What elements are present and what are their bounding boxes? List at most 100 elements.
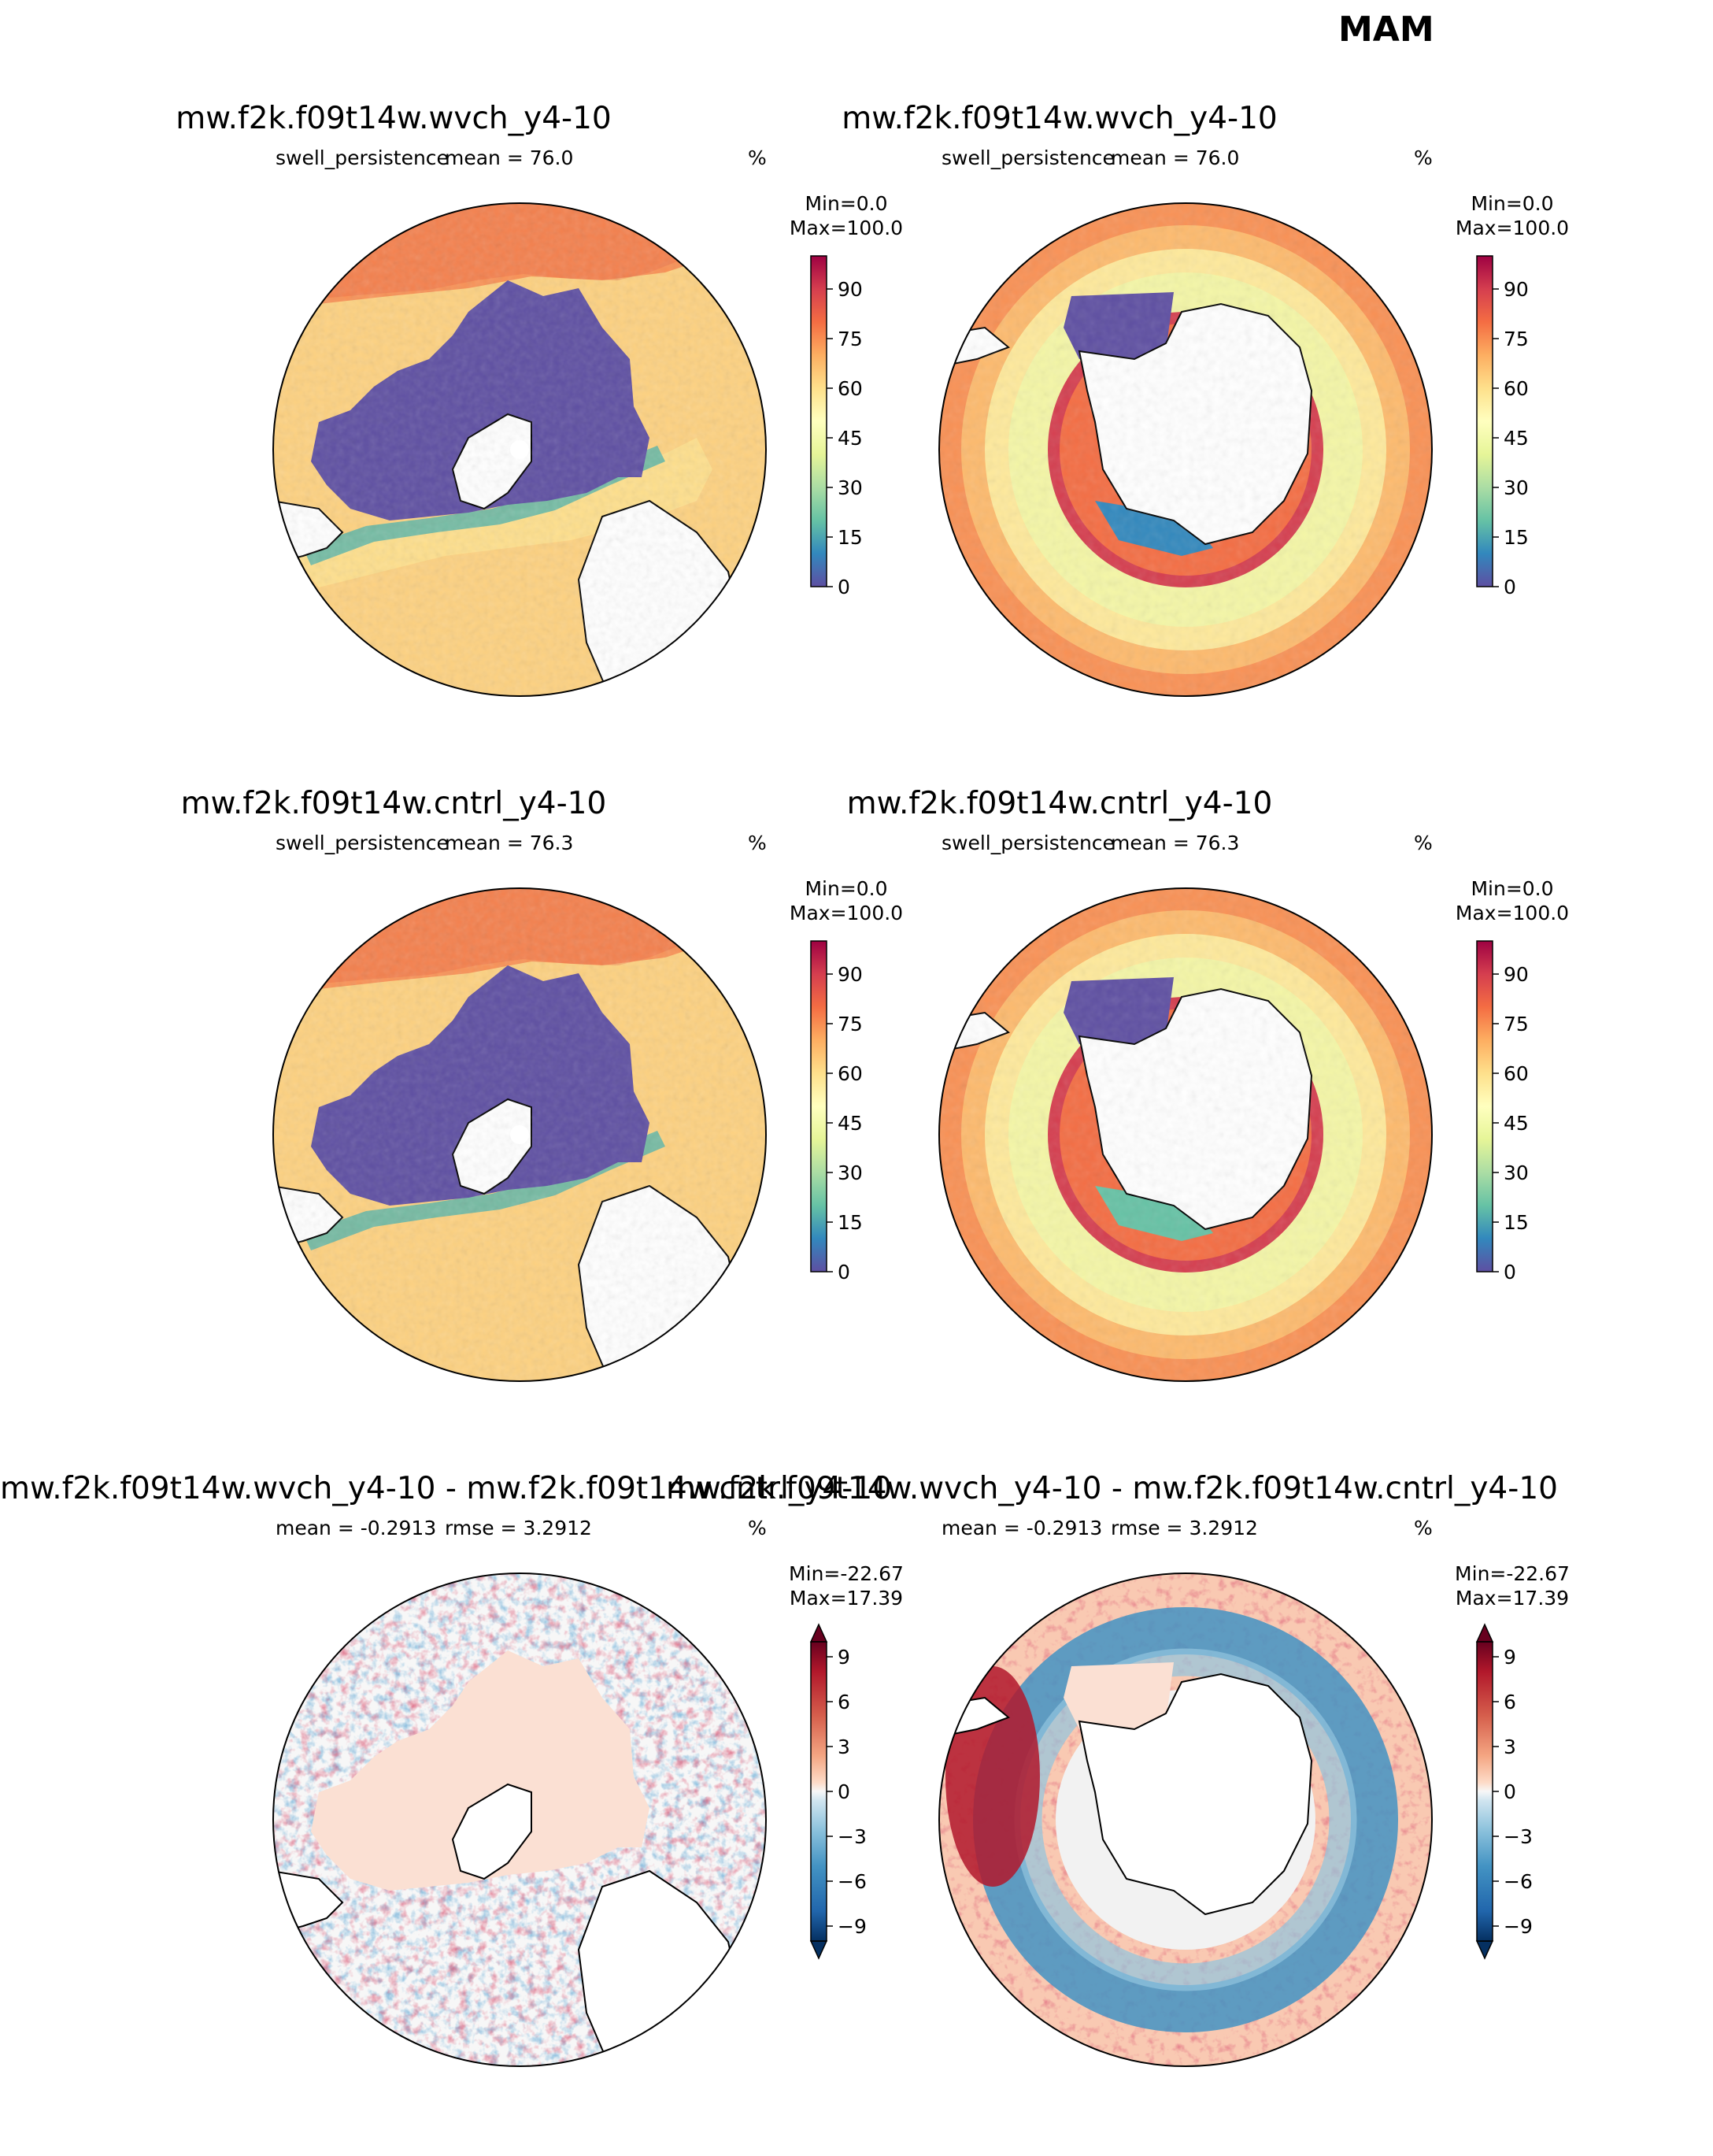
panel-sh-wvch: mw.f2k.f09t14w.wvch_y4-10 swell_persiste…	[666, 101, 1569, 786]
colorbar-tick-label: 0	[838, 576, 850, 598]
colorbar-tick-label: 0	[1504, 576, 1516, 598]
colorbar-fill	[810, 940, 827, 1272]
colorbar: 0 15 30 45 60 75 90	[1476, 940, 1529, 1284]
variable-label: swell_persistence	[276, 146, 449, 169]
colorbar-tick-label: 30	[838, 1161, 863, 1184]
colorbar-tick-label: 3	[838, 1736, 850, 1758]
colorbar-tick-label: 3	[1504, 1736, 1516, 1758]
colorbar-tick-label: 90	[1504, 963, 1529, 986]
map-north-polar	[272, 887, 767, 1382]
colorbar-tick-label: 90	[838, 963, 863, 986]
pole-hole	[510, 1125, 529, 1144]
map-south-polar	[938, 1573, 1433, 2067]
colorbar-tick-label: 60	[1504, 377, 1529, 400]
figure-title: MAM	[1338, 9, 1434, 50]
colorbar-tick-label: 45	[838, 427, 863, 450]
colorbar-tick-label: −6	[1504, 1870, 1533, 1893]
panel-title: mw.f2k.f09t14w.wvch_y4-10	[842, 101, 1278, 136]
mean-label: mean = -0.2913	[276, 1517, 437, 1539]
colorbar: 0 15 30 45 60 75 90	[1476, 255, 1529, 598]
colorbar: −9 −6 −3 0 3 6 9	[809, 1623, 867, 1960]
mean-label: mean = -0.2913	[942, 1517, 1103, 1539]
colorbar-tick-label: 45	[1504, 1112, 1529, 1135]
colorbar-ticks: 0 15 30 45 60 75 90	[827, 278, 863, 598]
map-boundary	[938, 887, 1433, 1382]
units-label: %	[748, 832, 767, 854]
colorbar-tick-label: 30	[1504, 476, 1529, 499]
map-south-polar	[938, 887, 1433, 1382]
colorbar: 0 15 30 45 60 75 90	[810, 255, 863, 598]
colorbar-tick-label: −3	[1504, 1825, 1533, 1848]
colorbar-tick-label: −9	[1504, 1915, 1533, 1938]
colorbar-tick-label: 0	[1504, 1780, 1516, 1803]
colorbar: −9 −6 −3 0 3 6 9	[1475, 1623, 1533, 1960]
colorbar-tick-label: −9	[838, 1915, 867, 1938]
weddell-anomaly	[1064, 1662, 1174, 1737]
land-greenland	[451, 1783, 532, 1880]
colorbar-tick-label: 15	[838, 1211, 863, 1234]
noise-texture	[939, 888, 1432, 1381]
colorbar-tick-label: −6	[838, 1870, 867, 1893]
minmax-label: Min=0.0 Max=100.0	[789, 192, 904, 239]
panel-nh-diff: mw.f2k.f09t14w.wvch_y4-10 - mw.f2k.f09t1…	[0, 1471, 904, 2156]
colorbar-fill	[810, 255, 827, 587]
colorbar-tick-label: 0	[838, 1261, 850, 1284]
panel-sh-diff: mw.f2k.f09t14w.wvch_y4-10 - mw.f2k.f09t1…	[666, 1471, 1570, 2156]
minmax-label: Min=0.0 Max=100.0	[1455, 192, 1570, 239]
colorbar-fill	[1476, 940, 1493, 1272]
panel-title: mw.f2k.f09t14w.cntrl_y4-10	[180, 786, 607, 821]
minmax-label: Min=0.0 Max=100.0	[789, 877, 904, 924]
sea-ice	[311, 1650, 649, 1891]
panel-title: mw.f2k.f09t14w.wvch_y4-10 - mw.f2k.f09t1…	[0, 1471, 892, 1506]
colorbar: 0 15 30 45 60 75 90	[810, 940, 863, 1284]
mean-label: mean = 76.0	[1111, 146, 1240, 169]
pole-hole	[510, 440, 529, 459]
colorbar-ticks: 0 15 30 45 60 75 90	[827, 963, 863, 1284]
map-boundary	[272, 202, 767, 697]
colorbar-ticks: −9 −6 −3 0 3 6 9	[1493, 1646, 1533, 1938]
colorbar-tick-label: 75	[1504, 1013, 1529, 1035]
colorbar-tick-label: 6	[838, 1691, 850, 1713]
minmax-label: Min=-22.67 Max=17.39	[789, 1562, 904, 1610]
variable-label: swell_persistence	[942, 832, 1115, 854]
panel-sh-cntrl: mw.f2k.f09t14w.cntrl_y4-10 swell_persist…	[666, 786, 1569, 1471]
antarctica	[1078, 1673, 1313, 1916]
colorbar-tick-label: 75	[1504, 328, 1529, 350]
variable-label: swell_persistence	[942, 146, 1115, 169]
map-north-polar	[272, 202, 767, 697]
colorbar-tick-label: 75	[838, 1013, 863, 1035]
units-label: %	[748, 1517, 767, 1539]
map-boundary	[272, 887, 767, 1382]
map-north-polar	[272, 1573, 767, 2067]
panel-title: mw.f2k.f09t14w.cntrl_y4-10	[846, 786, 1273, 821]
map-south-polar	[938, 202, 1433, 697]
colorbar-tick-label: 0	[838, 1780, 850, 1803]
colorbar-tick-label: 30	[1504, 1161, 1529, 1184]
colorbar-tick-label: 0	[1504, 1261, 1516, 1284]
panel-nh-wvch: mw.f2k.f09t14w.wvch_y4-10 swell_persiste…	[0, 101, 903, 786]
extend-max-triangle	[1475, 1623, 1494, 1643]
units-label: %	[1414, 146, 1433, 169]
colorbar-ticks: 0 15 30 45 60 75 90	[1493, 278, 1529, 598]
panel-title: mw.f2k.f09t14w.wvch_y4-10 - mw.f2k.f09t1…	[666, 1471, 1558, 1506]
colorbar-tick-label: −3	[838, 1825, 867, 1848]
mean-label: mean = 76.0	[445, 146, 574, 169]
minmax-label: Min=-22.67 Max=17.39	[1455, 1562, 1570, 1610]
variable-label: swell_persistence	[276, 832, 449, 854]
colorbar-tick-label: 90	[1504, 278, 1529, 301]
colorbar-ticks: −9 −6 −3 0 3 6 9	[827, 1646, 867, 1938]
colorbar-tick-label: 45	[838, 1112, 863, 1135]
colorbar-tick-label: 60	[838, 377, 863, 400]
rmse-label: rmse = 3.2912	[445, 1517, 592, 1539]
panel-title: mw.f2k.f09t14w.wvch_y4-10	[176, 101, 612, 136]
colorbar-tick-label: 45	[1504, 427, 1529, 450]
pole-hole	[510, 1810, 529, 1829]
colorbar-ticks: 0 15 30 45 60 75 90	[1493, 963, 1529, 1284]
colorbar-tick-label: 30	[838, 476, 863, 499]
extend-min-triangle	[1475, 1940, 1494, 1960]
units-label: %	[1414, 1517, 1433, 1539]
colorbar-tick-label: 9	[1504, 1646, 1516, 1669]
map-boundary	[938, 202, 1433, 697]
mean-label: mean = 76.3	[445, 832, 574, 854]
colorbar-tick-label: 15	[838, 526, 863, 549]
